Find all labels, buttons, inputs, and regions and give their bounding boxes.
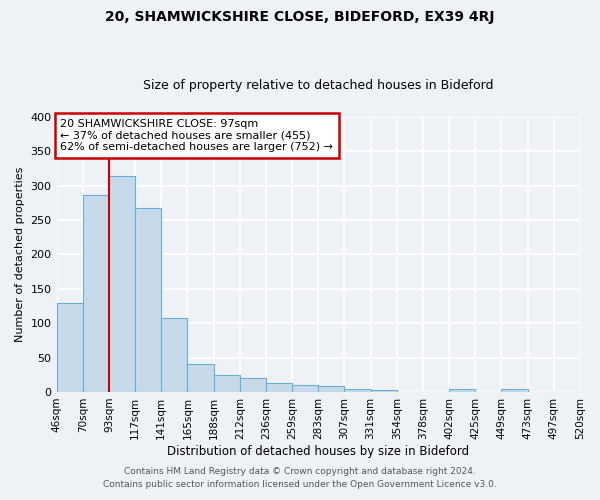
- Text: Contains HM Land Registry data © Crown copyright and database right 2024.
Contai: Contains HM Land Registry data © Crown c…: [103, 468, 497, 489]
- Bar: [502, 388, 527, 392]
- Bar: [371, 390, 397, 392]
- Bar: [109, 176, 135, 392]
- Bar: [56, 302, 83, 392]
- Title: Size of property relative to detached houses in Bideford: Size of property relative to detached ho…: [143, 79, 494, 92]
- Bar: [344, 388, 371, 392]
- Bar: [318, 386, 344, 392]
- Bar: [240, 378, 266, 392]
- Text: 20, SHAMWICKSHIRE CLOSE, BIDEFORD, EX39 4RJ: 20, SHAMWICKSHIRE CLOSE, BIDEFORD, EX39 …: [105, 10, 495, 24]
- Y-axis label: Number of detached properties: Number of detached properties: [15, 166, 25, 342]
- Text: 20 SHAMWICKSHIRE CLOSE: 97sqm
← 37% of detached houses are smaller (455)
62% of : 20 SHAMWICKSHIRE CLOSE: 97sqm ← 37% of d…: [61, 119, 334, 152]
- Bar: [83, 194, 109, 392]
- Bar: [292, 385, 318, 392]
- X-axis label: Distribution of detached houses by size in Bideford: Distribution of detached houses by size …: [167, 444, 469, 458]
- Bar: [187, 364, 214, 392]
- Bar: [214, 375, 240, 392]
- Bar: [161, 318, 187, 392]
- Bar: [135, 208, 161, 392]
- Bar: [449, 388, 475, 392]
- Bar: [266, 383, 292, 392]
